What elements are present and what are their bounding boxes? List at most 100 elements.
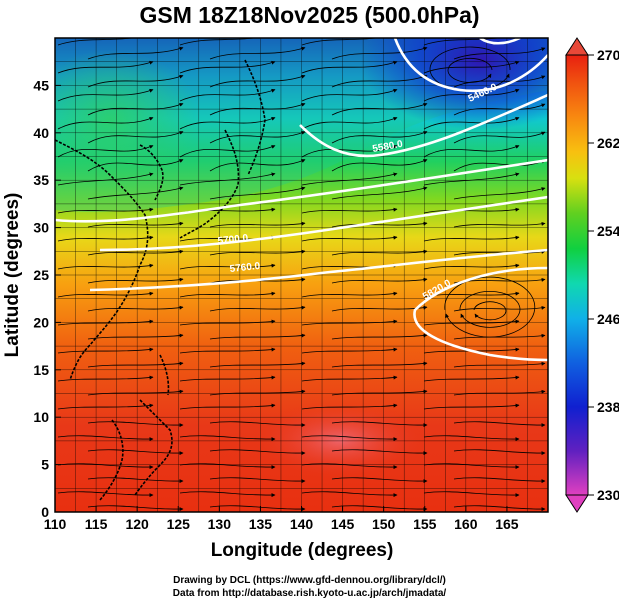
streamline [423, 88, 520, 102]
streamline [331, 249, 428, 256]
streamline [453, 477, 546, 484]
streamline [57, 347, 154, 354]
contour-5400 [479, 38, 521, 45]
credits-data-source: Data from http://database.rish.kyoto-u.a… [172, 588, 447, 599]
streamline-loop [459, 290, 521, 328]
contour-5820-b [89, 248, 548, 292]
height-contours [55, 38, 548, 362]
streamline [301, 145, 398, 158]
streamline [423, 435, 520, 442]
contour-5460 [393, 38, 548, 93]
streamline [87, 505, 184, 512]
streamline [57, 88, 154, 102]
contour-5760 [99, 195, 548, 252]
streamline [423, 207, 520, 214]
colorbar-tick-label: 254 [597, 223, 619, 239]
streamline [87, 159, 184, 172]
streamline [179, 145, 276, 158]
streamline [57, 463, 154, 470]
contour-label: 5760.0 [229, 261, 261, 275]
streamline [209, 449, 306, 456]
streamline [301, 207, 398, 214]
y-tick-label: 45 [33, 77, 49, 93]
y-tick-label: 30 [33, 220, 49, 236]
x-axis-label: Longitude (degrees) [211, 540, 394, 561]
streamline [301, 347, 398, 354]
streamline [57, 291, 154, 298]
streamline [301, 38, 379, 46]
streamline [301, 291, 398, 298]
streamline [453, 187, 546, 200]
streamline [87, 249, 184, 256]
streamline [331, 74, 428, 88]
streamline [331, 449, 428, 456]
streamline [301, 375, 398, 382]
x-tick-label: 125 [167, 516, 191, 532]
streamline [57, 38, 135, 46]
streamline [301, 117, 398, 130]
streamline [87, 477, 184, 484]
streamline [331, 389, 428, 396]
streamline [301, 463, 398, 470]
contour-label: 5580.0 [372, 139, 404, 155]
streamline [57, 235, 154, 242]
streamline [423, 263, 520, 270]
streamline [87, 361, 184, 368]
streamline [423, 117, 520, 130]
streamline [423, 235, 520, 242]
colorbar-tick-label: 270 [597, 47, 619, 63]
streamline [57, 435, 154, 442]
streamline [331, 102, 428, 116]
streamline [209, 305, 306, 312]
streamline-loop [447, 58, 493, 83]
y-tick-label: 20 [33, 314, 49, 330]
streamline [423, 375, 520, 382]
streamline [209, 249, 306, 256]
streamline [87, 186, 184, 200]
x-tick-label: 135 [249, 516, 273, 532]
streamline [331, 186, 428, 200]
streamline [301, 235, 398, 242]
streamline [331, 477, 428, 484]
x-axis: 110 115 120 125 130 135 140 145 150 155 160 165 [44, 506, 519, 532]
streamline [453, 75, 546, 88]
contour-5820 [413, 266, 548, 362]
x-tick-label: 145 [331, 516, 355, 532]
y-axis-label: Latitude (degrees) [2, 193, 23, 358]
streamline [423, 145, 520, 158]
colorbar: 230 238 246 254 262 270 [565, 37, 619, 513]
streamline [87, 305, 184, 312]
chart-title: GSM 18Z18Nov2025 (500.0hPa) [139, 2, 480, 28]
y-axis: 0 5 10 15 20 25 30 35 40 45 [33, 77, 61, 520]
streamline [57, 263, 154, 270]
streamline [209, 389, 306, 396]
streamline [209, 221, 306, 228]
streamline [301, 172, 398, 186]
streamline [179, 347, 276, 354]
streamline [453, 305, 546, 312]
streamline [423, 491, 520, 498]
streamline [453, 249, 546, 256]
streamline [87, 131, 184, 144]
streamline [209, 333, 306, 340]
y-tick-label: 25 [33, 267, 49, 283]
streamline [209, 46, 306, 60]
streamline [179, 375, 276, 382]
streamline [301, 319, 398, 326]
streamline [209, 131, 306, 144]
streamline [453, 333, 546, 340]
colorbar-tick-label: 262 [597, 135, 619, 151]
y-tick-label: 40 [33, 125, 49, 141]
x-tick-label: 110 [44, 516, 67, 532]
x-tick-label: 130 [208, 516, 232, 532]
colorbar-tick-label: 230 [597, 487, 619, 503]
streamline [331, 131, 428, 144]
streamline [331, 221, 428, 228]
streamline [179, 263, 276, 270]
streamline [87, 449, 184, 456]
y-tick-label: 0 [41, 504, 49, 520]
y-tick-label: 5 [41, 457, 49, 473]
x-tick-label: 155 [413, 516, 437, 532]
streamline [179, 60, 276, 74]
